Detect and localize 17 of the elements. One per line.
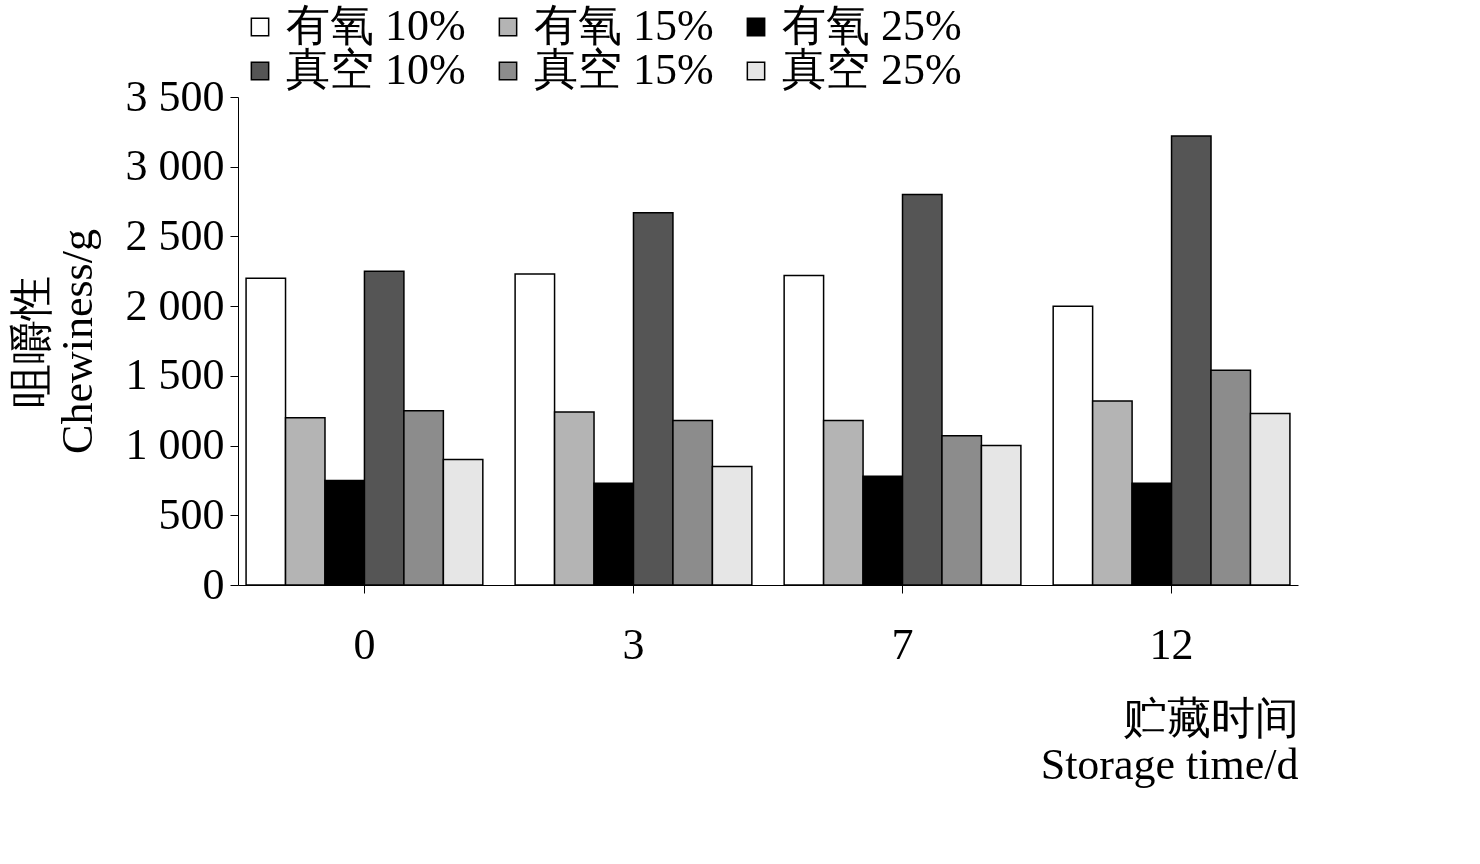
y-tick-label: 0: [202, 559, 225, 609]
legend-label: 真空 25%: [782, 45, 962, 94]
y-tick-label: 1 000: [125, 420, 225, 470]
y-tick-label: 1 500: [125, 350, 225, 400]
x-tick-label: 3: [622, 619, 645, 669]
x-tick-label: 12: [1149, 619, 1194, 669]
x-tick-label: 0: [353, 619, 376, 669]
y-tick-label: 3 500: [125, 71, 225, 121]
y-tick-label: 2 500: [125, 210, 225, 260]
y-tick-label: 2 000: [125, 280, 225, 330]
legend-label: 真空 10%: [286, 45, 466, 94]
y-axis-title: 咀嚼性 Chewiness/g: [6, 229, 102, 454]
legend-label: 真空 15%: [534, 45, 714, 94]
y-tick-label: 3 000: [125, 141, 225, 191]
x-tick-label: 7: [891, 619, 914, 669]
x-axis-title: 贮藏时间 Storage time/d: [1040, 693, 1299, 789]
y-tick-label: 500: [158, 489, 225, 539]
